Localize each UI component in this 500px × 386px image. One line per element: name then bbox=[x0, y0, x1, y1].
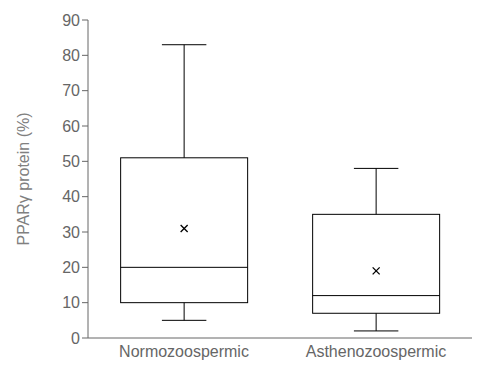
svg-text:50: 50 bbox=[62, 153, 80, 170]
svg-text:90: 90 bbox=[62, 12, 80, 29]
svg-text:20: 20 bbox=[62, 259, 80, 276]
svg-text:Normozoospermic: Normozoospermic bbox=[119, 343, 249, 360]
svg-text:PPARγ protein (%): PPARγ protein (%) bbox=[15, 112, 32, 245]
svg-text:70: 70 bbox=[62, 82, 80, 99]
svg-text:Asthenozoospermic: Asthenozoospermic bbox=[306, 343, 447, 360]
svg-text:80: 80 bbox=[62, 47, 80, 64]
svg-text:60: 60 bbox=[62, 118, 80, 135]
svg-text:30: 30 bbox=[62, 224, 80, 241]
svg-text:40: 40 bbox=[62, 188, 80, 205]
svg-text:10: 10 bbox=[62, 294, 80, 311]
svg-text:0: 0 bbox=[71, 330, 80, 347]
